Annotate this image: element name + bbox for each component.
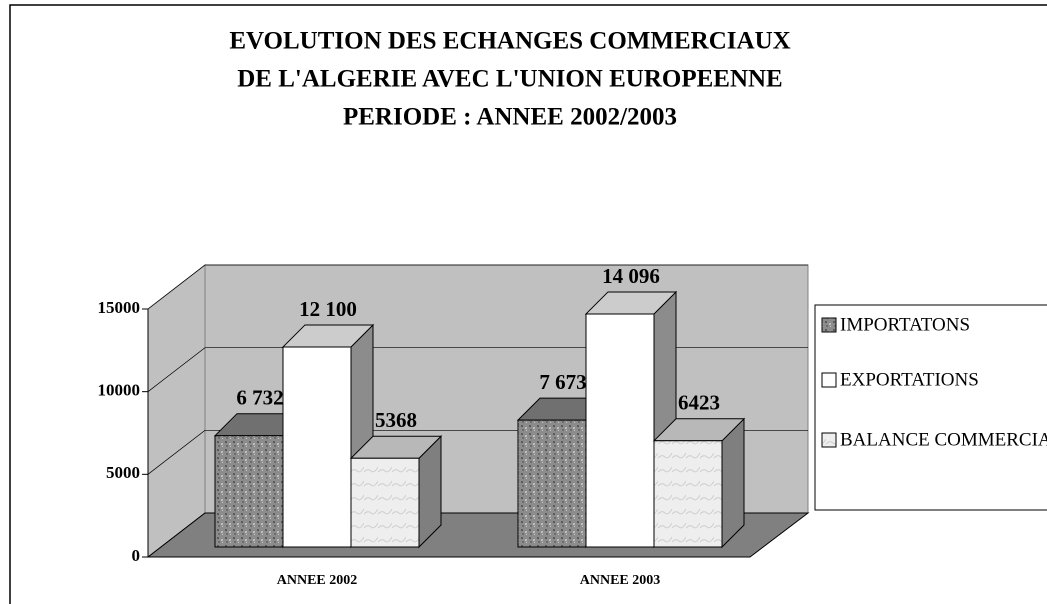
bar-face xyxy=(517,419,587,548)
value-label: 6423 xyxy=(678,391,720,415)
chart-title: DE L'ALGERIE AVEC L'UNION EUROPEENNE xyxy=(237,66,782,93)
legend-label: IMPORTATONS xyxy=(840,314,970,335)
side-wall xyxy=(147,263,206,559)
value-label: 14 096 xyxy=(602,264,660,288)
y-tick-label: 0 xyxy=(132,546,141,565)
y-tick-label: 5000 xyxy=(106,463,140,482)
bar-face xyxy=(653,440,723,548)
value-label: 5368 xyxy=(375,408,417,432)
grid-line xyxy=(147,264,808,310)
legend-label: EXPORTATIONS xyxy=(840,369,979,390)
legend-swatch xyxy=(821,317,837,333)
x-tick-label: ANNEE 2003 xyxy=(580,573,661,588)
bar xyxy=(652,417,746,549)
bar-face xyxy=(585,313,655,548)
value-label: 12 100 xyxy=(299,297,357,321)
chart-title: PERIODE : ANNEE 2002/2003 xyxy=(343,104,677,131)
x-tick-label: ANNEE 2002 xyxy=(277,573,358,588)
bar xyxy=(349,435,443,549)
bar-face xyxy=(282,346,352,548)
bar-face xyxy=(350,457,420,548)
legend-swatch xyxy=(821,432,837,448)
bar-face xyxy=(214,435,284,548)
value-label: 7 673 xyxy=(539,370,586,394)
legend-box xyxy=(814,304,1047,511)
value-label: 6 732 xyxy=(236,386,283,410)
y-tick-label: 10000 xyxy=(98,381,141,400)
frame xyxy=(9,4,1047,604)
legend-label: BALANCE COMMERCIALE xyxy=(840,429,1047,450)
legend-swatch xyxy=(821,372,837,388)
chart-title: EVOLUTION DES ECHANGES COMMERCIAUX xyxy=(229,28,790,55)
y-tick-label: 15000 xyxy=(98,298,141,317)
